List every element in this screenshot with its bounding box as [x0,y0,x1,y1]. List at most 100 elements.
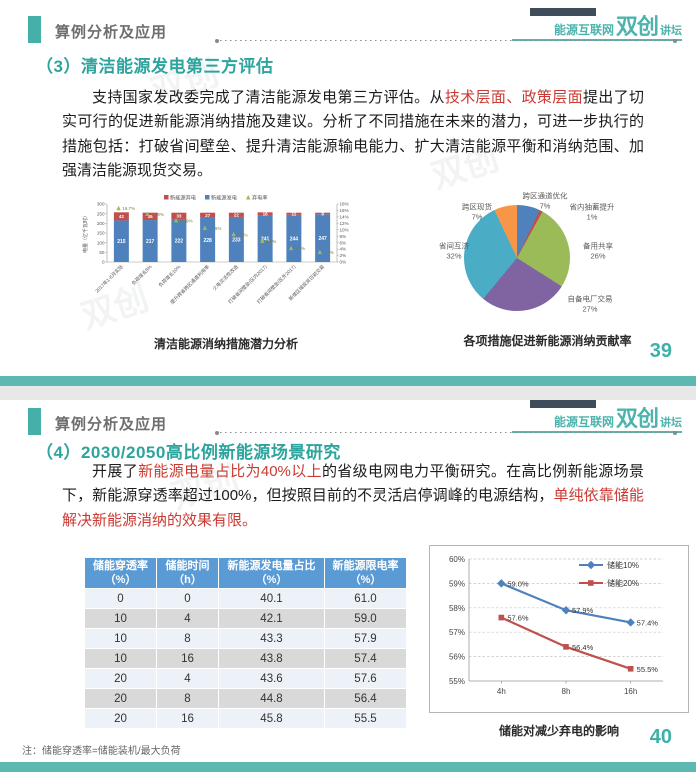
footnote: 注：储能穿透率=储能装机/最大负荷 [22,746,181,757]
svg-text:244: 244 [290,236,299,242]
logo-text-right: 讲坛 [660,25,682,37]
svg-text:228: 228 [203,238,212,244]
logo-banner [530,400,596,408]
svg-text:222: 222 [175,239,184,245]
table-cell: 16 [156,708,219,729]
page-number: 39 [649,340,672,362]
svg-text:57.6%: 57.6% [507,614,529,623]
svg-text:8.6%: 8.6% [237,232,247,237]
table-cell: 16 [156,648,219,669]
pie-circle [464,205,570,311]
svg-text:50: 50 [99,250,105,255]
svg-text:16.7%: 16.7% [122,206,135,211]
svg-text:0%: 0% [340,260,347,265]
table-body: 0 0 40.1 61.0 10 4 42.1 59.0 10 8 43.3 57.9 10 16 43.8… [84,588,407,729]
svg-text:55%: 55% [449,677,465,686]
pie-label: 跨区现货 7% [462,202,492,221]
table-cell: 8 [156,688,219,709]
table-cell: 8 [156,628,219,649]
table-row: 0 0 40.1 61.0 [84,588,407,609]
charts-row: 0 50 100 150 200 250 300 0% 2% 4% 6% 8% 10% 12% 14% 16%… [80,190,690,352]
table-cell: 4 [156,668,219,689]
table-cell: 43.6 [218,668,325,689]
svg-text:16%: 16% [340,208,349,213]
svg-text:58%: 58% [449,604,465,613]
svg-text:10%: 10% [340,227,349,232]
table-cell: 20 [84,668,157,689]
svg-text:200: 200 [97,221,105,226]
table-cell: 45.8 [218,708,325,729]
table-cell: 0 [84,588,157,609]
table-cell: 56.4 [324,688,407,709]
pie-chart-caption: 各项措施促进新能源消纳贡献率 [463,334,632,348]
table-cell: 10 [84,648,157,669]
svg-text:14.9%: 14.9% [151,212,164,217]
bar-chart-figure: 0 50 100 150 200 250 300 0% 2% 4% 6% 8% 10% 12% 14% 16%… [80,190,372,352]
svg-text:55.5%: 55.5% [637,665,659,674]
storage-scenario-table: 储能穿透率 （%） 储能时间 （h） 新能源发电量占比 （%） 新能源限电率 （%） 0 0 40… [84,557,407,729]
svg-text:100: 100 [97,240,105,245]
pie-label: 跨区通道优化 7% [522,191,568,210]
table-header-cell: 储能穿透率 （%） [84,557,157,589]
table-header-cell: 新能源限电率 （%） [324,557,407,589]
svg-text:10.6%: 10.6% [208,226,221,231]
table-cell: 4 [156,608,219,629]
svg-text:300: 300 [97,202,105,207]
svg-text:4.3%: 4.3% [295,246,305,251]
pie-label: 备用共享 26% [583,241,613,260]
forum-logo: 能源互联网 双创 讲坛 [512,8,682,41]
header-section-title: 算例分析及应用 [55,24,168,41]
svg-text:弃电率: 弃电率 [252,193,268,201]
svg-text:2017年1-6月实际: 2017年1-6月实际 [94,263,125,294]
svg-text:负荷增长5%: 负荷增长5% [130,263,154,287]
svg-text:负荷增长10%: 负荷增长10% [157,263,183,289]
header-accent-block [28,408,41,435]
table-cell: 55.5 [324,708,407,729]
table-row: 10 4 42.1 59.0 [84,608,407,629]
svg-text:6%: 6% [340,240,347,245]
table-cell: 20 [84,708,157,729]
pie-label: 省内抽蓄提升 1% [569,202,615,221]
table-cell: 57.9 [324,628,407,649]
svg-text:新能源发电: 新能源发电 [211,193,237,201]
svg-text:56%: 56% [449,653,465,662]
table-cell: 40.1 [218,588,325,609]
header-section-title: 算例分析及应用 [55,416,168,433]
svg-text:6.5%: 6.5% [266,239,276,244]
table-cell: 0 [156,588,219,609]
bar-chart-caption: 清洁能源消纳措施潜力分析 [153,337,298,351]
svg-text:4h: 4h [497,687,506,696]
table-cell: 59.0 [324,608,407,629]
pie-chart: 跨区通道优化 7% 省内抽蓄提升 1% 备用共享 26% 自备电厂交易 27% 省间互济… [405,190,690,332]
content-row: 储能穿透率 （%） 储能时间 （h） 新能源发电量占比 （%） 新能源限电率 （%） 0 0 40… [84,545,689,739]
svg-text:247: 247 [318,236,327,242]
svg-text:储能10%: 储能10% [607,560,639,570]
line-chart: 55% 56% 57% 58% 59% 60% 4h 8h 16h 59.0% 57.9% 57.4%… [429,545,689,713]
pie-label: 自备电厂交易 27% [567,294,613,313]
svg-text:4%: 4% [340,247,347,252]
table-cell: 61.0 [324,588,407,609]
svg-text:火电灵活性改造: 火电灵活性改造 [211,263,240,292]
svg-text:233: 233 [232,237,241,243]
svg-text:3.1%: 3.1% [323,250,333,255]
svg-text:16: 16 [263,212,269,217]
slide-header: 算例分析及应用 能源互联网 双创 讲坛 [0,400,696,454]
logo-text-left: 能源互联网 [553,415,614,429]
header-dotted-divider [215,430,677,435]
logo-text-right: 讲坛 [660,417,682,429]
table-cell: 10 [84,608,157,629]
line-chart-caption: 储能对减少弃电的影响 [498,724,619,738]
slide-title: （4）2030/2050高比例新能源场景研究 [36,443,341,462]
table-header-cell: 新能源发电量占比 （%） [218,557,325,589]
svg-text:储能20%: 储能20% [607,578,639,588]
svg-text:59%: 59% [449,579,465,588]
svg-text:22: 22 [234,213,240,218]
logo-banner [530,8,596,16]
svg-text:新能源弃电: 新能源弃电 [170,193,196,201]
svg-text:57.4%: 57.4% [637,618,659,627]
svg-text:16h: 16h [624,687,637,696]
svg-text:56.4%: 56.4% [572,643,594,652]
body-paragraph: 开展了新能源电量占比为40%以上的省级电网电力平衡研究。在高比例新能源场景下，新… [62,463,644,529]
table-cell: 43.3 [218,628,325,649]
